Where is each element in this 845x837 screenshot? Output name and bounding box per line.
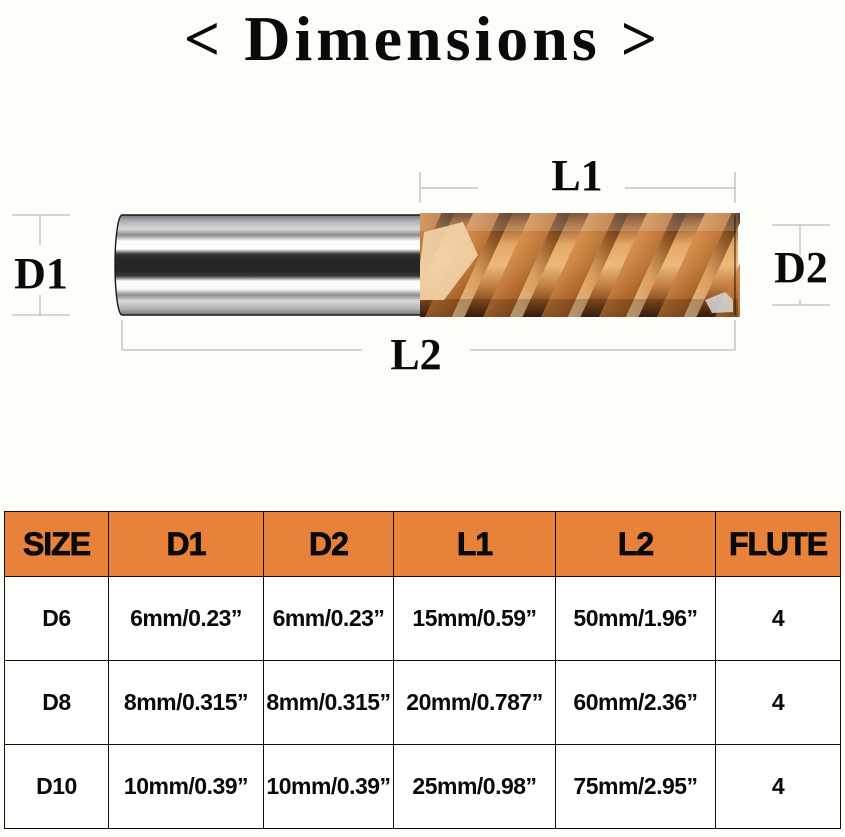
svg-text:D2: D2: [774, 243, 828, 292]
svg-text:D1: D1: [14, 249, 68, 298]
svg-text:L2: L2: [390, 330, 441, 379]
svg-text:L1: L1: [551, 151, 602, 200]
